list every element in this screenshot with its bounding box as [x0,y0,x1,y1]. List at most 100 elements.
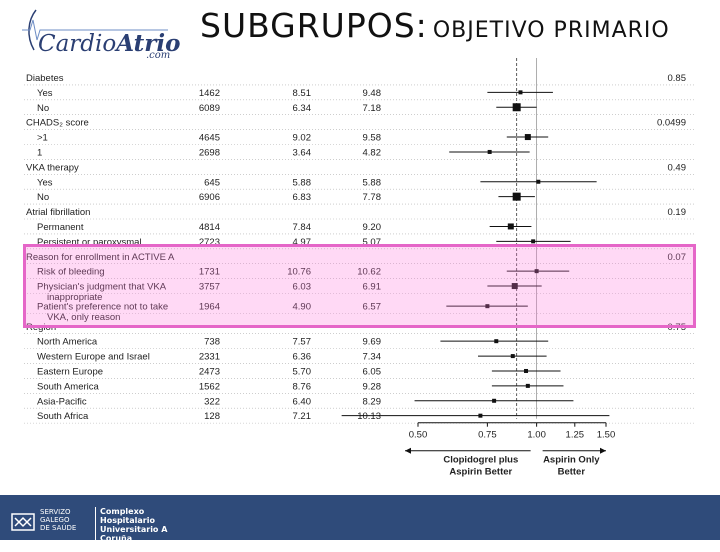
row-label: Physician's judgment that VKA [37,282,167,293]
clopidogrel-rate: 7.21 [293,411,312,422]
clopidogrel-rate: 5.70 [293,366,312,377]
clopidogrel-rate: 6.34 [293,103,312,114]
x-caption-right: Aspirin Only [543,455,600,466]
slide-header: CardioAtrio .com SUBGRUPOS: OBJETIVO PRI… [0,0,720,61]
hr-point [487,149,492,154]
hr-point [534,269,539,274]
clopidogrel-rate: 6.40 [293,396,312,407]
row-label-line2: VKA, only reason [47,312,120,323]
clopidogrel-rate: 10.76 [287,267,311,278]
n-value: 322 [204,396,220,407]
clopidogrel-rate: 3.64 [293,147,312,158]
p-value: 0.85 [668,73,687,84]
title-part2: OBJETIVO PRIMARIO [432,18,670,43]
sergas-text: SERVIZO GALEGO de SAÚDE [40,508,90,532]
row-label: Asia-Pacific [37,396,87,407]
n-value: 2473 [199,366,220,377]
hr-point [525,383,530,388]
row-label: Permanent [37,222,84,233]
hospital-line1: Complexo Hospitalario [100,507,155,525]
row-label: North America [37,337,98,348]
row-label: Persistent or paroxysmal [37,237,142,248]
logo-text-main: Cardio [38,31,117,57]
sergas-line1: SERVIZO [40,508,71,516]
row-label: No [37,192,49,203]
clopidogrel-rate: 4.97 [293,237,312,248]
aspirin-rate: 8.29 [363,396,382,407]
hospital-line2: Universitario A Coruña [100,525,168,543]
x-tick-label: 0.75 [478,430,497,441]
row-label: Eastern Europe [37,366,103,377]
logo-text-accent: Atrio [116,30,181,57]
clopidogrel-rate: 7.84 [293,222,312,233]
hospital-text: Complexo Hospitalario Universitario A Co… [95,507,180,552]
hr-point [524,134,531,141]
n-value: 4645 [199,133,220,144]
hr-point [536,179,541,184]
p-value: 0.07 [668,252,687,263]
aspirin-rate: 7.78 [363,192,382,203]
hospital-line3: A Coruña [100,543,142,552]
clopidogrel-rate: 4.90 [293,302,312,313]
aspirin-rate: 5.07 [363,237,382,248]
aspirin-rate: 4.82 [363,147,382,158]
aspirin-rate: 5.88 [363,177,382,188]
clopidogrel-rate: 8.76 [293,381,312,392]
row-label: Patient's preference not to take [37,302,168,313]
row-label-line2: inappropriate [47,292,102,303]
forest-plot: Diabetes 0.85 Yes 1462 8.51 9.48 No 6089 6.34 7.1… [24,58,695,478]
hr-point [478,413,483,418]
clopidogrel-rate: 6.36 [293,352,312,363]
n-value: 2723 [199,237,220,248]
aspirin-rate: 6.57 [363,302,382,313]
x-tick-label: 1.50 [597,430,616,441]
aspirin-rate: 9.58 [363,133,382,144]
clopidogrel-rate: 8.51 [293,88,312,99]
n-value: 1964 [199,302,220,313]
n-value: 1731 [199,267,220,278]
aspirin-rate: 9.20 [363,222,382,233]
aspirin-rate: 10.62 [357,267,381,278]
n-value: 6089 [199,103,220,114]
sergas-line3: de SAÚDE [40,524,77,532]
row-label: 1 [37,147,42,158]
p-value: 0.19 [668,207,687,218]
logo-text: CardioAtrio [38,30,181,57]
row-label: Western Europe and Israel [37,352,150,363]
hr-point [512,192,521,201]
logo-subtext: .com [146,50,171,61]
clopidogrel-rate: 5.88 [293,177,312,188]
row-label: No [37,103,49,114]
hr-point [524,368,529,373]
sergas-logo-icon [11,513,35,531]
cardioatrio-logo [22,9,168,51]
aspirin-rate: 9.69 [363,337,382,348]
slide-footer [0,495,720,540]
row-label: Yes [37,177,53,188]
aspirin-rate: 9.28 [363,381,382,392]
right-arrow-head [600,447,606,454]
x-tick-label: 0.50 [409,430,428,441]
n-value: 6906 [199,192,220,203]
hr-point [494,339,499,344]
aspirin-rate: 7.34 [363,352,382,363]
hr-point [518,90,523,95]
aspirin-rate: 6.91 [363,282,382,293]
title-part1: SUBGRUPOS: [200,6,428,45]
p-value: 0.49 [668,162,687,173]
n-value: 645 [204,177,220,188]
subgroup-header: Reason for enrollment in ACTIVE A [26,252,175,263]
hr-point [512,103,521,112]
n-value: 738 [204,337,220,348]
subgroup-header: VKA therapy [26,162,79,173]
aspirin-rate: 6.05 [363,366,382,377]
clopidogrel-rate: 7.57 [293,337,312,348]
n-value: 2331 [199,352,220,363]
p-value: 0.0499 [657,118,686,129]
row-label: Yes [37,88,53,99]
subgroup-header: CHADS₂ score [26,118,89,129]
highlight-box [23,244,696,328]
n-value: 1562 [199,381,220,392]
x-caption-left: Clopidogrel plus [443,455,518,466]
hr-point [511,283,518,290]
